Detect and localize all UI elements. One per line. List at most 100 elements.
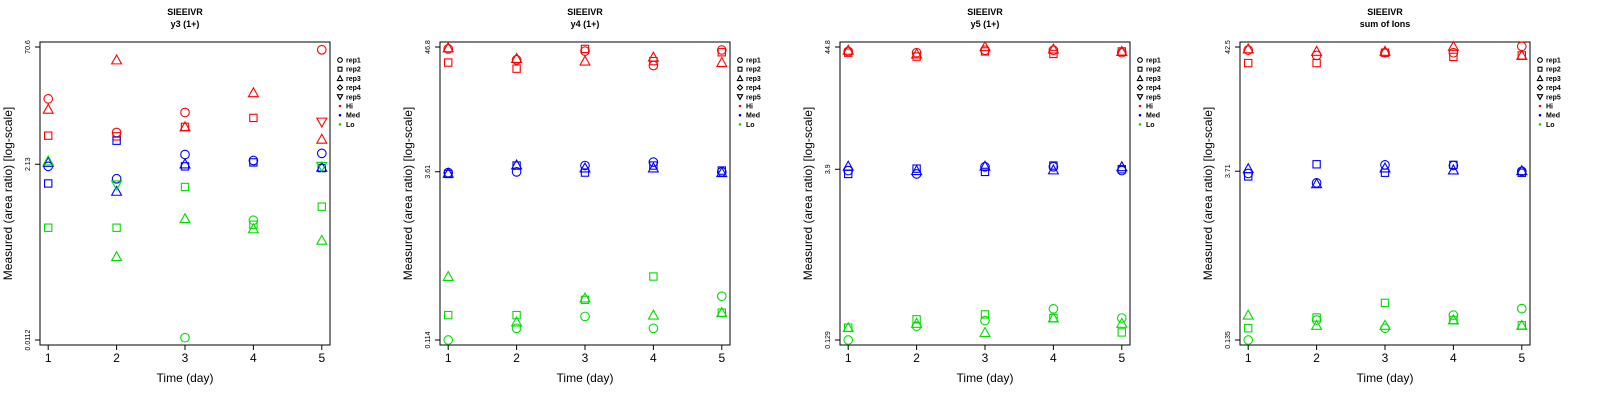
data-point-med-rep2-day4 xyxy=(649,161,658,170)
legend-marker-rep1 xyxy=(1137,57,1143,63)
data-point-lo-rep3-day3 xyxy=(979,326,991,337)
data-point-med-rep3-day2 xyxy=(910,164,923,176)
data-point-lo-rep3-day2 xyxy=(910,317,923,328)
y-tick-label: 70.6 xyxy=(25,40,32,54)
legend-marker-rep4 xyxy=(336,84,344,91)
y-tick-label: 0.114 xyxy=(425,331,432,348)
legend-label-rep2: rep2 xyxy=(1546,67,1561,74)
data-point-lo-rep3-day2 xyxy=(510,315,523,327)
legend-label-rep3: rep3 xyxy=(1546,76,1561,83)
data-point-med-rep3-day1 xyxy=(42,156,55,167)
data-point-med-rep2-day4 xyxy=(249,158,258,167)
data-point-med-rep1-day2 xyxy=(111,173,122,184)
data-point-hi-rep3-day2 xyxy=(910,47,923,59)
data-point-lo-rep1-day4 xyxy=(648,323,659,334)
data-point-hi-rep1-day1 xyxy=(43,94,54,104)
scatter-plot: SIEEIVR y5 (1+) 1 2 3 4 5 0.129 3.9 44.8 Time (day… xyxy=(801,7,1161,385)
data-point-hi-rep2-day1 xyxy=(444,58,453,67)
x-tick-label: 1 xyxy=(45,351,52,365)
data-point-lo-rep1-day3 xyxy=(180,332,190,343)
data-point-med-rep1-day3 xyxy=(180,149,190,160)
data-point-lo-rep3-day5 xyxy=(315,234,328,245)
data-point-hi-rep2-day4 xyxy=(249,113,258,123)
legend-label-hi: Hi xyxy=(346,104,353,111)
legend-marker-med xyxy=(1138,113,1142,117)
data-point-lo-rep2-day2 xyxy=(512,310,521,320)
data-point-hi-rep3-day5 xyxy=(315,133,328,144)
x-tick-label: 5 xyxy=(1118,351,1125,365)
data-point-hi-rep3-day1 xyxy=(442,41,455,53)
chart-subtitle: y3 (1+) xyxy=(171,19,200,29)
legend-marker-lo xyxy=(338,123,342,126)
data-point-lo-rep1-day3 xyxy=(980,315,990,326)
data-point-hi-rep3-day5 xyxy=(1115,45,1128,56)
data-point-hi-rep1-day4 xyxy=(1448,47,1459,58)
data-point-lo-rep3-day4 xyxy=(647,309,660,320)
legend-label-med: Med xyxy=(346,113,360,120)
legend-label-rep1: rep1 xyxy=(1146,58,1161,65)
data-point-med-rep2-day1 xyxy=(44,179,53,188)
data-point-med-rep3-day4 xyxy=(1047,163,1060,175)
data-point-lo-rep3-day1 xyxy=(842,321,855,333)
data-point-lo-rep2-day1 xyxy=(444,310,453,320)
legend-marker-rep5 xyxy=(1136,94,1144,101)
data-point-hi-rep2-day3 xyxy=(980,47,990,56)
data-point-med-rep2-day2 xyxy=(1312,160,1321,169)
data-point-lo-rep2-day3 xyxy=(1380,298,1390,308)
data-point-lo-rep2-day1 xyxy=(44,223,53,232)
y-tick-label: 2.13 xyxy=(25,157,32,171)
x-axis-label: Time (day) xyxy=(157,371,214,385)
data-point-lo-rep3-day4 xyxy=(1447,313,1460,325)
legend-marker-lo xyxy=(1138,123,1142,126)
y-tick-label: 44.8 xyxy=(825,40,832,54)
data-point-hi-rep1-day1 xyxy=(843,46,854,57)
data-point-med-rep3-day1 xyxy=(1242,162,1255,174)
data-point-lo-rep2-day5 xyxy=(317,202,326,211)
y-tick-label: 3.61 xyxy=(425,165,432,179)
data-point-med-rep2-day3 xyxy=(1380,168,1390,177)
x-tick-label: 5 xyxy=(318,351,325,365)
legend-marker-rep4 xyxy=(1536,84,1544,91)
y-tick-label: 42.5 xyxy=(1225,40,1232,54)
legend-marker-rep2 xyxy=(1537,66,1543,72)
data-point-lo-rep2-day5 xyxy=(1117,328,1126,337)
legend-label-rep4: rep4 xyxy=(1146,85,1161,92)
legend-marker-rep2 xyxy=(737,66,743,72)
data-point-hi-rep3-day3 xyxy=(1379,45,1391,56)
x-tick-label: 4 xyxy=(650,351,657,365)
data-point-hi-rep2-day4 xyxy=(1449,52,1458,62)
legend-label-rep3: rep3 xyxy=(1146,76,1161,83)
data-point-med-rep3-day1 xyxy=(842,160,855,171)
data-point-hi-rep3-day1 xyxy=(42,103,55,114)
scatter-plot: SIEEIVR y4 (1+) 1 2 3 4 5 0.114 3.61 46.8 Time (da… xyxy=(401,7,761,385)
data-point-hi-rep1-day3 xyxy=(580,46,590,56)
legend-label-rep4: rep4 xyxy=(746,85,761,92)
legend-marker-rep1 xyxy=(337,57,343,63)
data-point-med-rep2-day4 xyxy=(1449,160,1458,170)
data-point-med-rep3-day4 xyxy=(647,161,660,173)
legend-marker-med xyxy=(738,113,742,117)
chart-panel-4: SIEEIVR sum of Ions 1 2 3 4 5 0.135 3.71 42.5 Time… xyxy=(1200,0,1600,400)
data-point-hi-rep2-day3 xyxy=(580,44,590,54)
chart-panel-1: SIEEIVR y3 (1+) 1 2 3 4 5 0.0112 2.13 70.6 Time (d… xyxy=(0,0,400,400)
legend-marker-lo xyxy=(738,123,742,126)
legend-label-rep3: rep3 xyxy=(346,76,361,83)
data-point-lo-rep3-day3 xyxy=(579,291,591,303)
legend-label-rep5: rep5 xyxy=(1546,94,1561,101)
data-point-med-rep1-day1 xyxy=(1243,168,1254,179)
y-tick-label: 3.71 xyxy=(1225,164,1232,178)
legend-marker-med xyxy=(1538,113,1542,117)
legend-label-lo: Lo xyxy=(1146,122,1155,129)
data-point-hi-rep3-day4 xyxy=(247,86,260,98)
data-point-hi-rep3-day4 xyxy=(1047,42,1060,54)
chart-title: SIEEIVR xyxy=(1367,7,1403,17)
data-point-lo-rep2-day3 xyxy=(980,310,990,319)
data-point-lo-rep3-day1 xyxy=(42,154,55,166)
legend-label-lo: Lo xyxy=(346,122,355,129)
plot-frame xyxy=(439,41,731,346)
legend-marker-rep2 xyxy=(1137,66,1143,72)
data-point-med-rep3-day2 xyxy=(510,158,523,170)
legend-label-rep2: rep2 xyxy=(746,67,761,74)
data-point-hi-rep3-day4 xyxy=(647,51,660,62)
x-tick-label: 2 xyxy=(1313,351,1320,365)
